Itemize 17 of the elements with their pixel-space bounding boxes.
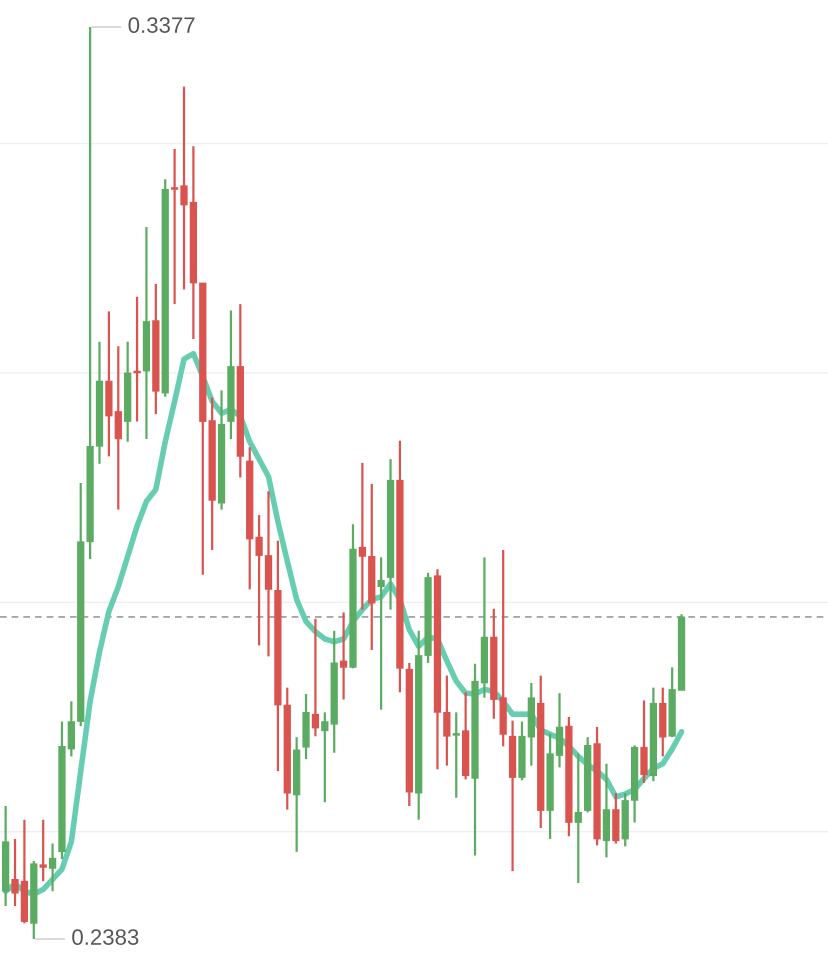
candlestick bbox=[312, 618, 320, 738]
candlestick bbox=[180, 86, 188, 291]
candlestick bbox=[255, 514, 263, 647]
candlestick bbox=[452, 711, 460, 799]
candlestick bbox=[358, 462, 366, 611]
candlestick bbox=[170, 148, 178, 306]
candlestick bbox=[574, 752, 582, 884]
candlestick bbox=[48, 842, 56, 892]
annotation: 0.2383 bbox=[72, 929, 138, 945]
candlestick bbox=[340, 611, 348, 701]
candlestick bbox=[11, 838, 19, 908]
annotation: 0.3377 bbox=[128, 17, 195, 33]
candlestick bbox=[321, 711, 328, 804]
candlestick bbox=[40, 818, 47, 882]
candlestick bbox=[443, 674, 450, 767]
candlestick bbox=[133, 296, 141, 423]
candlestick bbox=[378, 556, 385, 711]
